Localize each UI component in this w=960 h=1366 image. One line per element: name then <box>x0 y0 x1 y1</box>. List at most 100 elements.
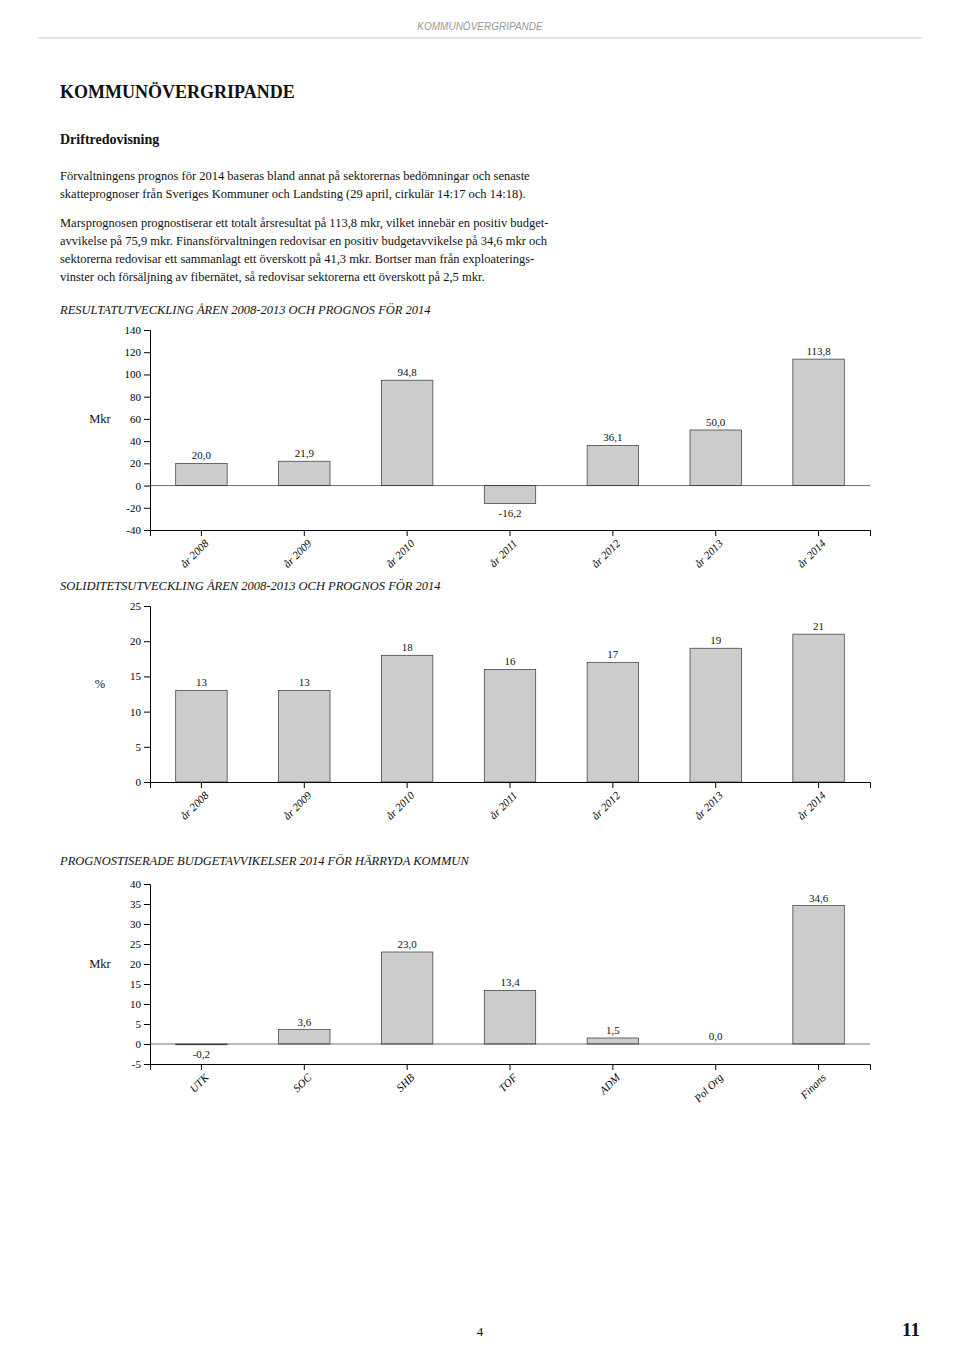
x-tick-mark <box>201 1064 202 1070</box>
x-tick: år 2010 <box>384 782 417 822</box>
x-tick: år 2014 <box>795 782 828 822</box>
bar <box>587 445 638 485</box>
x-tick-mark <box>715 1064 716 1070</box>
y-tick: 20 <box>130 635 150 647</box>
y-tick-label: 20 <box>130 457 142 469</box>
data-label: 113,8 <box>806 345 831 357</box>
bar <box>279 690 330 782</box>
x-tick-mark <box>818 530 819 536</box>
y-axis: -40-20020406080100120140 <box>125 324 151 536</box>
y-tick: 35 <box>130 898 150 910</box>
y-tick-mark <box>144 508 150 509</box>
x-tick-mark <box>201 530 202 536</box>
y-axis-title: % <box>95 677 105 691</box>
y-tick-mark <box>144 486 150 487</box>
data-label: 50,0 <box>706 416 726 428</box>
x-tick-label: år 2010 <box>384 789 417 822</box>
y-tick-label: -20 <box>126 502 141 514</box>
data-label: 18 <box>402 641 414 653</box>
zero-line <box>150 1044 870 1045</box>
bar <box>381 952 432 1044</box>
x-tick: år 2014 <box>795 530 828 570</box>
subsection-title: Driftredovisning <box>60 132 159 147</box>
bar <box>176 463 227 485</box>
y-tick: 40 <box>130 435 150 447</box>
data-label: -0,2 <box>193 1048 210 1060</box>
bar <box>279 1030 330 1044</box>
x-tick-label: år 2012 <box>589 537 622 570</box>
data-label: 0,0 <box>709 1030 723 1042</box>
y-tick-label: 0 <box>136 776 142 788</box>
y-tick-mark <box>144 397 150 398</box>
data-label: 94,8 <box>398 366 418 378</box>
bar <box>484 669 535 782</box>
y-tick: 120 <box>125 346 151 358</box>
data-label: 21 <box>813 620 824 632</box>
x-tick-mark <box>715 782 716 788</box>
y-tick: 15 <box>130 978 150 990</box>
x-tick-mark <box>304 782 305 788</box>
y-tick-mark <box>144 712 150 713</box>
x-tick-label: Finans <box>797 1071 828 1102</box>
y-tick-mark <box>144 944 150 945</box>
y-axis: 0510152025 <box>130 600 151 788</box>
y-tick-label: 20 <box>130 635 142 647</box>
paragraph-line: vinster och försäljning av fibernätet, s… <box>60 270 485 284</box>
x-tick-label: år 2013 <box>692 537 725 570</box>
chart-title: PROGNOSTISERADE BUDGETAVVIKELSER 2014 FÖ… <box>59 853 469 868</box>
page-right-number: 11 <box>902 1319 920 1340</box>
x-tick-label: år 2012 <box>589 789 622 822</box>
y-tick: 140 <box>125 324 151 336</box>
x-tick-label: Pol Org <box>691 1071 726 1106</box>
y-tick-label: 80 <box>130 391 142 403</box>
y-tick: 10 <box>130 998 150 1010</box>
x-tick-mark <box>407 782 408 788</box>
page-number: 4 <box>477 1324 484 1339</box>
y-tick-mark <box>144 676 150 677</box>
x-tick-label: SOC <box>290 1071 314 1095</box>
y-tick-mark <box>144 747 150 748</box>
y-tick-mark <box>144 924 150 925</box>
data-label: 13 <box>196 676 208 688</box>
bar <box>381 655 432 782</box>
data-label: 17 <box>607 648 619 660</box>
paragraph-line: avvikelse på 75,9 mkr. Finansförvaltning… <box>60 234 548 248</box>
bar <box>381 380 432 485</box>
y-tick-mark <box>144 641 150 642</box>
x-tick-label: SHB <box>394 1071 417 1094</box>
x-tick: ADM <box>596 1064 623 1097</box>
x-tick-mark <box>612 1064 613 1070</box>
bar <box>279 461 330 485</box>
x-axis: UTKSOCSHBTOFADMPol OrgFinans <box>151 1064 871 1105</box>
x-tick-label: år 2014 <box>795 537 828 570</box>
y-tick-label: 10 <box>130 706 142 718</box>
x-tick: UTK <box>187 1064 211 1095</box>
y-tick-mark <box>144 884 150 885</box>
y-tick-label: 20 <box>130 958 142 970</box>
y-tick-mark <box>144 606 150 607</box>
data-label: 1,5 <box>606 1024 620 1036</box>
paragraph-line: skatteprognoser från Sveriges Kommuner o… <box>60 187 526 201</box>
x-tick: år 2008 <box>178 530 211 570</box>
section-title: KOMMUNÖVERGRIPANDE <box>60 82 295 102</box>
y-tick-label: 15 <box>130 670 142 682</box>
bars <box>176 634 845 782</box>
y-tick-label: 15 <box>130 978 142 990</box>
x-tick: år 2011 <box>487 530 519 569</box>
x-tick: SHB <box>394 1064 417 1094</box>
header-rule <box>38 38 921 39</box>
x-tick-label: år 2014 <box>795 789 828 822</box>
x-tick-label: år 2011 <box>487 537 519 569</box>
x-tick-mark <box>612 530 613 536</box>
y-tick: 80 <box>130 391 150 403</box>
y-tick: -5 <box>132 1058 150 1070</box>
x-tick: år 2012 <box>589 782 622 822</box>
x-tick: år 2009 <box>281 782 314 822</box>
data-label: 20,0 <box>192 449 212 461</box>
bar <box>587 662 638 782</box>
x-tick-label: ADM <box>596 1070 623 1097</box>
data-label: 3,6 <box>297 1016 311 1028</box>
y-tick-mark <box>144 782 150 783</box>
bar <box>793 906 844 1044</box>
zero-line <box>150 485 870 486</box>
